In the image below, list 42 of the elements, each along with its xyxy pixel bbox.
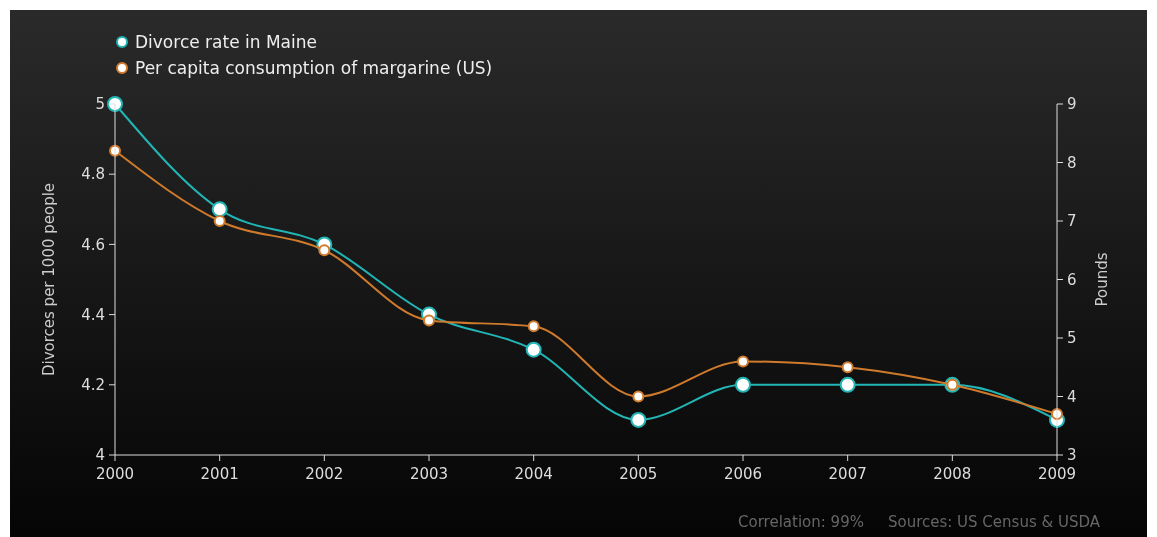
legend-label: Per capita consumption of margarine (US) bbox=[135, 57, 493, 78]
point bbox=[423, 314, 435, 327]
y2-tick-label: 6 bbox=[1067, 270, 1077, 289]
y-tick-label: 5 bbox=[95, 95, 105, 114]
y-tick-label: 4.2 bbox=[81, 376, 105, 395]
x-tick-label: 2002 bbox=[305, 465, 344, 483]
point bbox=[632, 390, 645, 403]
y-tick-label: 4.8 bbox=[81, 165, 105, 184]
y-tick-label: 4.6 bbox=[81, 235, 105, 254]
point bbox=[527, 320, 540, 333]
legend-label: Divorce rate in Maine bbox=[135, 31, 317, 52]
y-axis-title: Divorces per 1000 people bbox=[40, 182, 58, 377]
y2-tick-label: 9 bbox=[1067, 95, 1077, 114]
y2-tick-label: 8 bbox=[1067, 153, 1077, 172]
y2-axis-title: Pounds bbox=[1093, 252, 1111, 307]
point bbox=[737, 355, 749, 368]
x-tick-label: 2008 bbox=[933, 465, 972, 483]
point bbox=[318, 244, 331, 257]
point bbox=[735, 376, 751, 393]
point bbox=[525, 341, 542, 358]
point bbox=[839, 376, 856, 393]
x-tick-label: 2006 bbox=[723, 465, 763, 483]
point bbox=[211, 201, 228, 218]
y-tick-label: 4.4 bbox=[81, 305, 105, 324]
point bbox=[213, 215, 226, 227]
text: Correlation: 99% bbox=[738, 513, 864, 531]
y2-tick-label: 5 bbox=[1067, 329, 1077, 348]
point bbox=[841, 361, 854, 374]
y2-tick-label: 3 bbox=[1067, 446, 1077, 465]
source-note: Sources: US Census & USDA bbox=[887, 513, 1101, 531]
y2-tick-label: 7 bbox=[1067, 212, 1077, 231]
x-tick-label: 2003 bbox=[409, 465, 449, 483]
x-tick-label: 2009 bbox=[1037, 465, 1077, 483]
point bbox=[107, 96, 123, 112]
point bbox=[630, 411, 647, 428]
x-tick-label: 2005 bbox=[619, 465, 658, 483]
x-tick-label: 2007 bbox=[828, 465, 867, 483]
x-tick-label: 2000 bbox=[95, 465, 135, 483]
y-tick-label: 4 bbox=[95, 446, 105, 465]
y2-tick-label: 4 bbox=[1067, 387, 1077, 406]
x-tick-label: 2004 bbox=[514, 465, 553, 483]
x-tick-label: 2001 bbox=[200, 465, 239, 483]
